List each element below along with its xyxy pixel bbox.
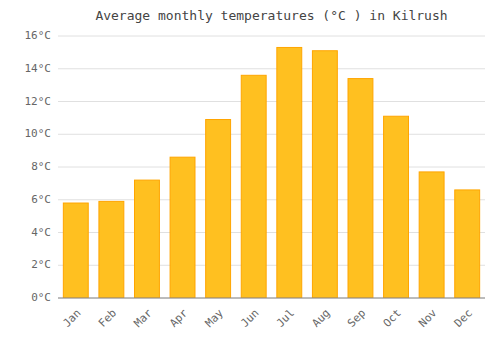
grid-line <box>58 101 485 102</box>
y-tick-label: 2°C <box>31 258 51 271</box>
bar <box>99 201 124 298</box>
bar <box>241 75 266 298</box>
bar <box>312 51 337 298</box>
x-tick-label: Jan <box>60 307 83 330</box>
y-tick-label: 12°C <box>25 95 52 108</box>
grid-line <box>58 68 485 69</box>
bar <box>348 79 373 298</box>
bar <box>63 203 88 298</box>
y-tick-label: 16°C <box>25 29 52 42</box>
grid-line <box>58 36 485 37</box>
x-tick-label: Mar <box>131 306 155 330</box>
bar <box>455 190 480 298</box>
x-tick-label: Jul <box>274 307 297 330</box>
x-tick-label: Dec <box>452 307 475 330</box>
x-tick-label: Sep <box>345 307 368 330</box>
x-tick-label: Jun <box>238 307 261 330</box>
bars <box>63 47 479 298</box>
bar <box>277 47 302 298</box>
x-axis-line <box>58 298 485 299</box>
x-tick-label: Apr <box>167 306 191 330</box>
bar <box>419 172 444 298</box>
y-tick-label: 6°C <box>31 193 51 206</box>
x-tick-label: May <box>203 306 227 330</box>
y-tick-label: 14°C <box>25 62 52 75</box>
y-tick-label: 4°C <box>31 226 51 239</box>
grid-line <box>58 298 485 299</box>
x-tick-label: Oct <box>381 307 404 330</box>
bar <box>384 116 409 298</box>
x-tick-label: Feb <box>96 307 119 330</box>
title: Average monthly temperatures (°C ) in Ki… <box>95 8 447 23</box>
y-ticks: 0°C 2°C 4°C 6°C 8°C 10°C 12°C 14°C 16°C <box>25 29 52 304</box>
y-tick-label: 8°C <box>31 160 51 173</box>
grid-line <box>58 134 485 135</box>
y-tick-label: 10°C <box>25 127 52 140</box>
bar <box>206 120 231 298</box>
x-tick-label: Nov <box>416 306 440 330</box>
bar <box>170 157 195 298</box>
chart: 0°C 2°C 4°C 6°C 8°C 10°C 12°C 14°C 16°C Jan Feb Mar… <box>0 0 500 350</box>
grid-line <box>58 167 485 168</box>
y-tick-label: 0°C <box>31 291 51 304</box>
x-tick-label: Aug <box>309 307 332 330</box>
bar <box>135 180 160 298</box>
x-ticks: Jan Feb Mar Apr May Jun Jul Aug Sep Oct Nov Dec <box>60 306 475 330</box>
y-grid <box>58 36 485 298</box>
